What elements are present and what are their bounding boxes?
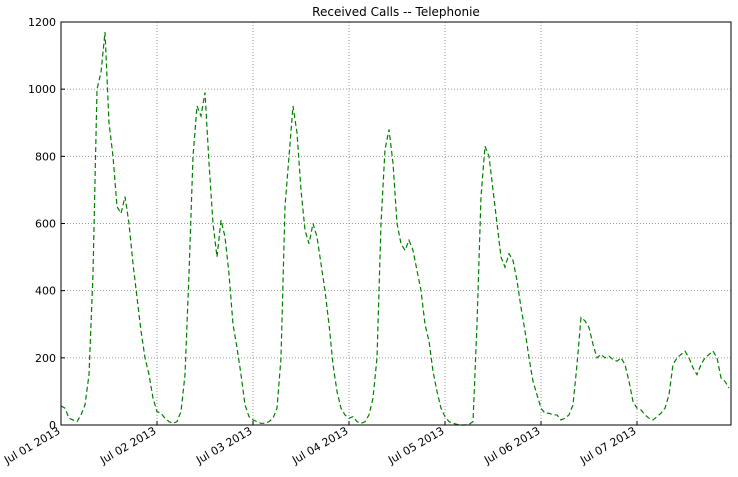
y-tick-label: 600 (35, 218, 56, 231)
y-tick-label: 400 (35, 285, 56, 298)
data-line (60, 32, 730, 426)
y-tick-label: 1200 (28, 16, 56, 29)
y-tick-label: 200 (35, 352, 56, 365)
chart-title: Received Calls -- Telephonie (312, 5, 480, 19)
y-tick-label: 800 (35, 150, 56, 163)
plot-frame (60, 21, 732, 426)
y-tick-label: 0 (49, 419, 56, 432)
y-tick-label: 1000 (28, 83, 56, 96)
